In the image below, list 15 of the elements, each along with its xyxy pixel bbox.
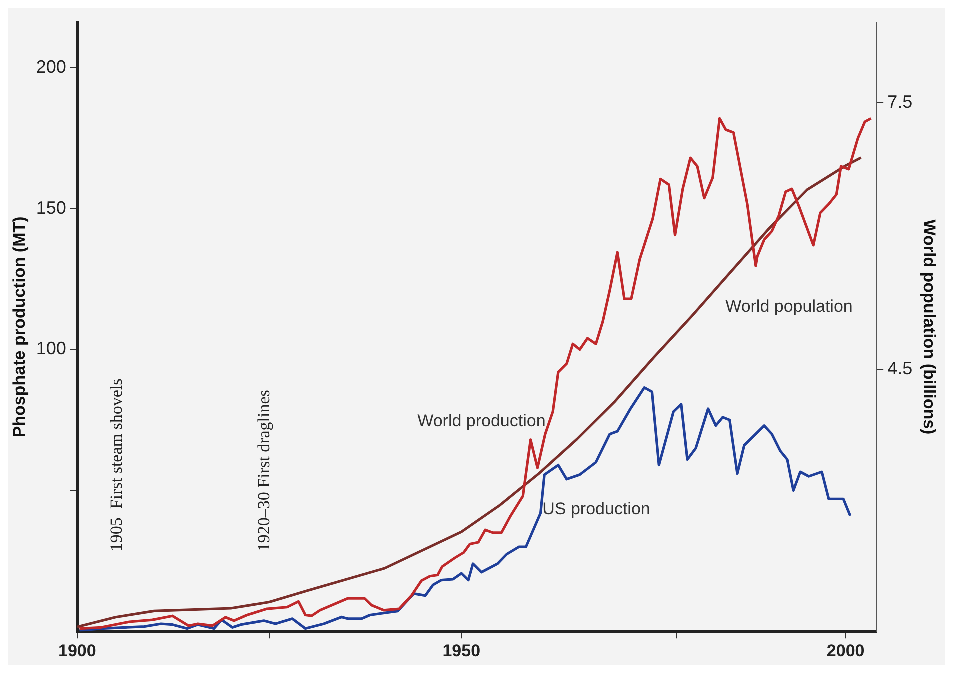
y-tick-label: 200 bbox=[36, 56, 66, 77]
y2-axis-title: World population (billions) bbox=[920, 220, 940, 435]
y-tick-label: 100 bbox=[36, 338, 66, 359]
y-axis-title: Phosphate production (MT) bbox=[10, 216, 29, 438]
annotation: 1920–30 First draglines bbox=[254, 390, 274, 552]
annotation: 1905 First steam shovels bbox=[106, 378, 126, 552]
x-tick-label: 1950 bbox=[442, 641, 481, 660]
x-tick-label: 1900 bbox=[58, 641, 96, 660]
y-tick-label: 150 bbox=[36, 198, 66, 218]
series-label: US production bbox=[542, 500, 650, 519]
x-tick-label: 2000 bbox=[826, 641, 865, 660]
y2-tick-label: 7.5 bbox=[888, 92, 913, 112]
series-label: World production bbox=[418, 412, 546, 431]
y2-tick-label: 4.5 bbox=[888, 358, 913, 378]
series-label: World population bbox=[726, 297, 853, 316]
